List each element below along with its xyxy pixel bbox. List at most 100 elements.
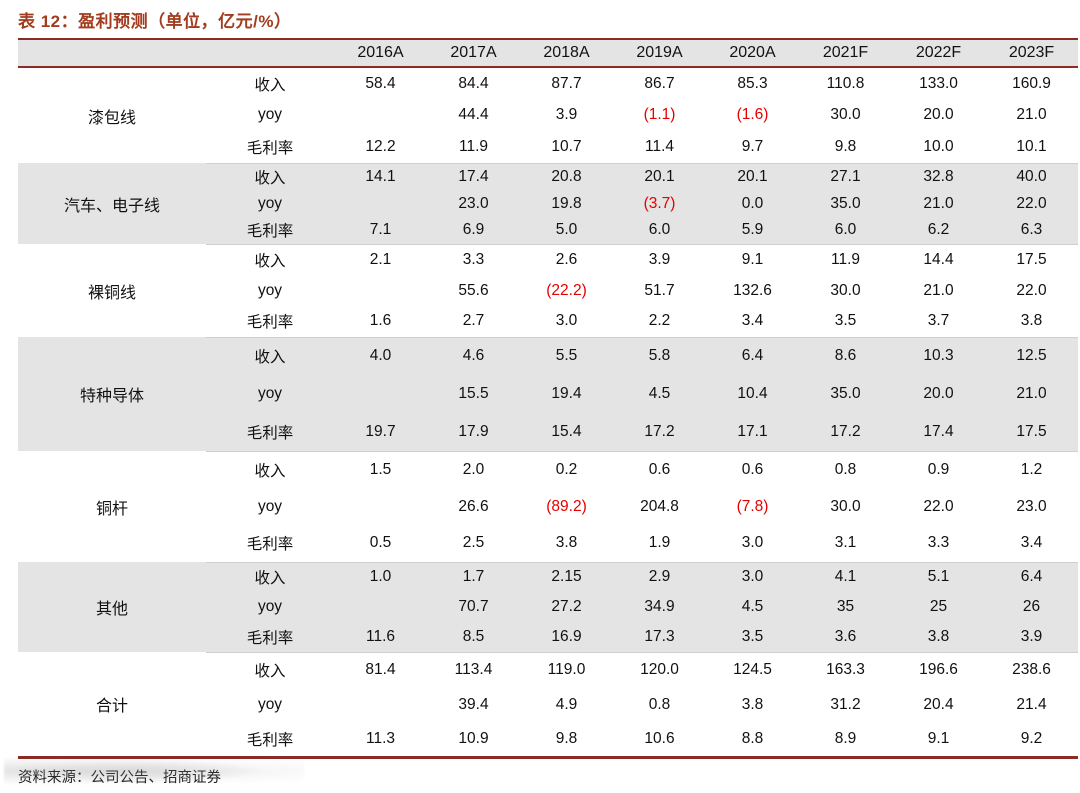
row-label: 收入 (254, 462, 286, 480)
row-label: 收入 (206, 562, 334, 592)
table-cell: 39.4 (458, 695, 489, 713)
table-cell: 10.6 (644, 729, 675, 747)
table-cell: 11.3 (365, 729, 396, 747)
group-label: 合计 (95, 697, 128, 715)
source-note: 资料来源：公司公告、招商证券 (18, 769, 221, 786)
table-row: 特种导体 收入 4.0 4.6 5.5 5.8 6.4 8.6 10.3 12.5 (18, 337, 1078, 451)
table-cell: (3.7) (613, 190, 706, 217)
table-cell: 21.0 (1016, 106, 1047, 123)
row-label: 收入 (206, 337, 334, 375)
table-cell: 4.5 (706, 592, 799, 622)
table-cell: 2.2 (613, 306, 706, 338)
row-label: yoy (206, 190, 334, 217)
row-label: 收入 (254, 76, 286, 94)
table-cell: 2.5 (427, 525, 520, 563)
table-cell: 119.0 (547, 660, 586, 678)
table-cell: 3.8 (520, 525, 613, 563)
table-cell (334, 99, 427, 131)
table-cell: 35.0 (799, 375, 892, 413)
table-cell: 32.8 (892, 163, 985, 190)
table-cell: 7.1 (334, 217, 427, 245)
table-row: yoy 55.6 (22.2) 51.7 132.6 30.0 21.0 22.0 (18, 275, 1078, 306)
table-cell: 6.9 (427, 217, 520, 245)
table-cell: 22.0 (923, 497, 954, 515)
table-cell: 4.1 (799, 562, 892, 592)
table-row: 汽车、电子线 收入 14.1 17.4 20.8 20.1 20.1 27.1 32.8 40.0 (18, 163, 1078, 244)
group-label: 铜杆 (95, 500, 128, 518)
table-cell: 0.2 (555, 460, 578, 478)
table-cell: 26 (985, 592, 1078, 622)
row-label: 毛利率 (206, 622, 334, 653)
table-cell (334, 275, 427, 306)
table-title: 表 12：盈利预测（单位，亿元/%） (18, 12, 292, 31)
table-cell: 4.6 (427, 337, 520, 375)
table-cell: 20.1 (613, 163, 706, 190)
table-cell (334, 190, 427, 217)
table-cell: 1.6 (334, 306, 427, 338)
table-cell: (1.1) (643, 106, 676, 123)
table-cell: 9.8 (555, 729, 578, 747)
table-cell: 86.7 (644, 74, 675, 92)
table-row: 漆包线 收入 58.4 84.4 87.7 86.7 85.3 110.8 133.0 160.9 (18, 67, 1078, 127)
table-cell: 20.0 (923, 106, 954, 123)
table-cell: 3.4 (706, 306, 799, 338)
row-label: 毛利率 (206, 413, 334, 452)
table-cell: 17.2 (799, 413, 892, 452)
table-cell: 19.4 (520, 375, 613, 413)
row-label: 收入 (254, 252, 286, 270)
table-cell: 0.0 (706, 190, 799, 217)
table-cell: 21.0 (892, 190, 985, 217)
table-cell: 2.0 (462, 460, 485, 478)
table-cell: 16.9 (520, 622, 613, 653)
table-cell: 10.0 (892, 131, 985, 164)
table-cell: 3.8 (741, 695, 764, 713)
table-cell: 2.15 (520, 562, 613, 592)
table-cell: 35 (799, 592, 892, 622)
table-cell: 30.0 (830, 106, 861, 123)
table-cell: 9.1 (741, 250, 764, 268)
table-cell: 14.1 (334, 163, 427, 190)
table-cell: 22.0 (985, 190, 1078, 217)
table-cell: 27.2 (520, 592, 613, 622)
table-cell: 0.5 (334, 525, 427, 563)
table-cell: 1.2 (1020, 460, 1043, 478)
group-label: 裸铜线 (87, 284, 136, 302)
profit-forecast-table: 2016A 2017A 2018A 2019A 2020A 2021F 2022F 2023F… (18, 38, 1078, 759)
table-cell: 1.9 (613, 525, 706, 563)
table-cell: 23.0 (1016, 497, 1047, 515)
table-cell: 15.4 (520, 413, 613, 452)
table-cell: 17.4 (427, 163, 520, 190)
row-label: 毛利率 (246, 731, 294, 749)
row-label: yoy (257, 695, 283, 713)
table-cell: 30.0 (830, 497, 861, 515)
table-cell: 2.1 (369, 250, 392, 268)
table-cell: 30.0 (830, 281, 861, 299)
table-cell: 9.2 (1020, 729, 1043, 747)
table-cell: 5.9 (706, 217, 799, 245)
table-cell: 3.9 (648, 250, 671, 268)
year-header: 2022F (915, 44, 962, 61)
table-cell: 6.0 (613, 217, 706, 245)
table-cell: (22.2) (546, 281, 587, 299)
table-cell: 27.1 (799, 163, 892, 190)
table-cell: 124.5 (733, 660, 772, 678)
table-cell: 20.8 (520, 163, 613, 190)
table-cell: 8.5 (427, 622, 520, 653)
table-cell: 0.6 (648, 460, 671, 478)
table-cell: 6.4 (985, 562, 1078, 592)
group-label: 漆包线 (87, 109, 136, 127)
row-label: yoy (206, 592, 334, 622)
table-cell (334, 687, 427, 722)
row-label: 毛利率 (206, 525, 334, 563)
table-cell: 5.5 (520, 337, 613, 375)
table-row: 毛利率 11.3 10.9 9.8 10.6 8.8 8.9 9.1 9.2 (18, 722, 1078, 757)
table-cell: 15.5 (427, 375, 520, 413)
table-cell: 160.9 (1012, 74, 1051, 92)
table-cell: 22.0 (1016, 281, 1047, 299)
table-cell: 1.0 (334, 562, 427, 592)
table-cell: 4.0 (334, 337, 427, 375)
table-cell: 196.6 (919, 660, 958, 678)
table-cell: 204.8 (640, 497, 679, 515)
table-cell: 34.9 (613, 592, 706, 622)
table-cell: (1.6) (736, 106, 769, 123)
